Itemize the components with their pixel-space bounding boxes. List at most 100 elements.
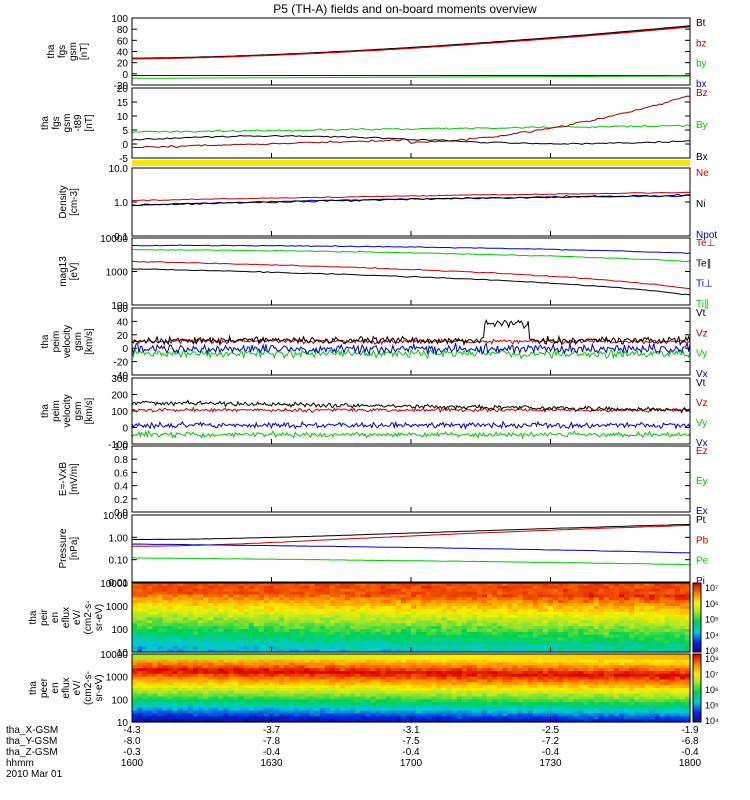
series-Ti-par [131, 249, 691, 263]
legend-temp: Ti∥ [696, 299, 709, 310]
frame-fgs_dip [131, 87, 691, 159]
frame-fgs [131, 17, 691, 86]
xaxis-tick-label: -0.4 [402, 747, 420, 758]
panel-fgs_dip-ylabel: gsm [62, 114, 73, 133]
legend-vel_e: Vt [696, 308, 706, 319]
legend-fgs: Bt [696, 18, 706, 29]
xaxis-row-label: tha_Y-GSM [6, 736, 57, 747]
panel-elec_spec: tha peer en eflux eV/(cm2-s-sr-eV) 10000 1000 1… [28, 650, 690, 729]
panel-vel_i-ytick: 100 [111, 407, 128, 418]
panel-fgs_dip: tha fgs gsm -t89 [nT] 20 15 10 5 0 -5 Bz By Bx [40, 84, 708, 165]
panel-efield-ytick: 0.2 [114, 495, 128, 506]
panel-vel_i: tha peim velocity gsm [km/s] 300 200 100 0 -100 Vt… [40, 374, 708, 451]
series-Pb [131, 524, 691, 547]
legend-temp: Te⊥ [696, 238, 715, 249]
panel-pressure-ytick: 10.00 [103, 511, 128, 522]
panel-efield-ylabel: [mV/m] [69, 463, 80, 495]
series-Vx-i [131, 420, 691, 431]
xaxis-tick-label: -3.1 [402, 725, 420, 736]
xaxis-tick-label: 1600 [121, 758, 144, 769]
panel-vel_e-ytick: -20 [114, 358, 129, 369]
colorbar-ion-label: 10³ [705, 646, 718, 656]
xaxis-tick-label: -0.3 [123, 747, 141, 758]
x-axis-labels: tha_X-GSM -4.3 -3.7 -3.1 -2.5 -1.9 tha_Y-GSM -8… [6, 725, 702, 780]
xaxis-tick-label: -3.7 [263, 725, 281, 736]
panel-fgs-ytick: 60 [117, 36, 129, 47]
panel-fgs_dip-ytick: 15 [117, 98, 129, 109]
legend-efield: Ey [696, 476, 708, 487]
xaxis-tick-label: -0.4 [263, 747, 281, 758]
legend-density: Ni [696, 199, 705, 210]
panel-pressure-ytick: 0.01 [109, 578, 129, 589]
panel-efield-ytick: 1.0 [114, 442, 128, 453]
panel-efield-ylabel: E=-VxB [58, 462, 69, 497]
panel-fgs_dip-ylabel: fgs [51, 116, 62, 129]
panel-fgs_dip-ytick: 5 [122, 126, 128, 137]
xaxis-tick-label: 1700 [400, 758, 423, 769]
panel-vel_i-ytick: 300 [111, 374, 128, 385]
series-Bz [131, 95, 691, 149]
colorbar-elec: 10⁸ 10⁷ 10⁶ 10⁵ 10⁴ [692, 653, 719, 726]
panel-fgs-ytick: -20 [114, 81, 129, 92]
series-Pt [132, 523, 691, 541]
panel-elec_spec-ylabel: eV/ [72, 680, 83, 695]
panel-density-ylabel: Density [58, 185, 69, 218]
xaxis-tick-label: -2.5 [542, 725, 560, 736]
series-Vy-i [131, 429, 691, 440]
panel-fgs-ylabel: [nT] [79, 43, 90, 60]
xaxis-tick-label: -0.4 [542, 747, 560, 758]
colorbar-elec-label: 10⁴ [705, 716, 719, 726]
legend-vel_e: Vx [696, 369, 708, 380]
panel-density-ytick: 0.1 [114, 232, 128, 243]
panel-ion_spec: tha peir en eflux eV/(cm2-s-sr-eV) 10000 1000 1… [28, 579, 690, 659]
panel-vel_i-ytick: 0 [122, 424, 128, 435]
panel-temp-ylabel: [eV] [69, 262, 80, 280]
legend-vel_i: Vx [696, 438, 708, 449]
panel-fgs-ylabel: gsm [68, 42, 79, 61]
panel-vel_i-ylabel: tha [40, 404, 51, 418]
panel-ion_spec-ylabel: tha [28, 610, 39, 624]
panel-density-ytick: 1.0 [114, 198, 128, 209]
xaxis-row-label: hhmm [6, 758, 34, 769]
legend-fgs_dip: Bx [696, 152, 708, 163]
frame-density [131, 167, 691, 237]
panel-ion_spec-ytick: 10000 [100, 579, 128, 590]
legend-fgs: bz [696, 38, 707, 49]
panel-temp-ytick: 10000 [100, 234, 128, 245]
panel-pressure-ylabel: [nPa] [69, 537, 80, 561]
panel-fgs-ylabel: fgs [57, 45, 68, 58]
legend-vel_i: Vt [696, 378, 706, 389]
legend-pressure: Pt [696, 515, 706, 526]
panel-temp-ytick: 100 [111, 301, 128, 312]
panel-efield-ytick: 0.8 [114, 455, 128, 466]
panel-ion_spec-ylabel: sr-eV) [94, 604, 105, 631]
series-Vz-i [131, 406, 691, 414]
legend-temp: Te∥ [696, 258, 712, 269]
panel-elec_spec-ytick: 1000 [106, 673, 129, 684]
series-Bt [132, 25, 691, 59]
frame-pressure [131, 514, 691, 583]
legend-density: Npot [696, 230, 717, 241]
panel-vel_e-ylabel: velocity [62, 325, 73, 358]
legend-vel_i: Vy [696, 418, 707, 429]
panel-temp-ytick: 1000 [106, 268, 129, 279]
legend-vel_e: Vz [696, 328, 708, 339]
panel-pressure-ytick: 1.00 [109, 533, 129, 544]
colorbar-ion: 10⁷ 10⁶ 10⁵ 10⁴ 10³ [692, 582, 719, 656]
series-Pi [131, 543, 691, 554]
colorbar-ion-label: 10⁴ [705, 630, 719, 640]
panel-fgs_dip-ytick: -5 [119, 154, 128, 165]
panel-pressure-ytick: 0.10 [109, 556, 129, 567]
xaxis-tick-label: -8.0 [123, 736, 141, 747]
panel-efield-ytick: 0.0 [114, 508, 128, 519]
panel-vel_e-ylabel: gsm [73, 332, 84, 351]
panel-ion_spec-ytick: 10 [117, 648, 129, 659]
panel-elec_spec-ytick: 10 [117, 718, 129, 729]
legend-fgs_dip: By [696, 120, 708, 131]
panel-density: Density [cm-3] 10.0 1.0 0.1 Ne Ni Npot [58, 164, 717, 243]
panel-fgs_dip-ytick: 10 [117, 112, 129, 123]
panel-ion_spec-ylabel: peir [39, 608, 50, 625]
panel-fgs_dip-ylabel: [nT] [84, 114, 95, 131]
